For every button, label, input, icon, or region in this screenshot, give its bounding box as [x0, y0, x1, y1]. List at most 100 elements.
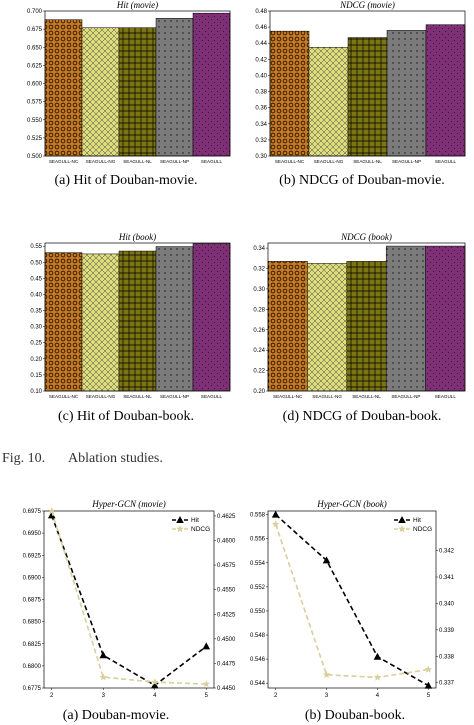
x-tick-label: 3	[102, 693, 106, 699]
y-left-tick-label: 0.6875	[23, 598, 42, 604]
y-tick-label: 0.20	[30, 357, 42, 363]
bar-seagull-nl	[347, 37, 388, 157]
y-tick-label: 0.40	[30, 292, 42, 298]
y-tick-label: 0.675	[27, 27, 43, 33]
x-tick-label: SEAGULL-NL	[352, 394, 381, 399]
x-tick-label: 5	[427, 693, 431, 699]
y-left-tick-label: 0.550	[250, 609, 266, 615]
x-tick-label: 2	[50, 693, 54, 699]
y-right-tick-label: 0.340	[439, 601, 455, 607]
bar-seagull-np	[385, 245, 426, 392]
y-tick-label: 0.48	[255, 9, 267, 15]
y-tick-label: 0.32	[253, 267, 265, 273]
bar-chart-a: SEAGULL-NC SEAGULL-NG SEAGULL-NL SEAGULL-NP…	[27, 0, 231, 188]
y-right-tick-label: 0.4500	[217, 637, 236, 643]
y-left-tick-label: 0.556	[250, 537, 266, 543]
x-tick-label: SEAGULL-NG	[312, 394, 342, 399]
y-tick-label: 0.25	[30, 341, 42, 347]
y-right-tick-label: 0.4525	[217, 612, 236, 618]
line-chart-f: 0.544 0.546 0.548 0.550 0.552 0.554 0.556 0.558…	[250, 499, 455, 723]
bar-seagull	[425, 245, 466, 392]
y-tick-label: 0.44	[255, 41, 267, 47]
bar-seagull-np	[155, 246, 194, 392]
x-tick-label: SEAGULL-NL	[353, 159, 382, 164]
y-right-tick-label: 0.4475	[217, 661, 236, 667]
y-tick-label: 0.55	[30, 244, 42, 250]
data-point-hit	[150, 681, 159, 689]
x-tick-label: 4	[153, 693, 157, 699]
y-right-tick-label: 0.4450	[217, 686, 236, 692]
x-tick-label: SEAGULL	[201, 159, 223, 164]
y-tick-label: 0.40	[255, 73, 267, 79]
y-tick-label: 0.35	[30, 309, 42, 315]
x-tick-label: SEAGULL-NP	[391, 394, 420, 399]
chart-title: Hyper-GCN (movie)	[91, 499, 166, 509]
data-point-hit	[202, 642, 211, 650]
bar-seagull-np	[386, 30, 427, 157]
plot-frame	[267, 242, 466, 392]
y-tick-label: 0.26	[253, 328, 265, 334]
y-right-tick-label: 0.4600	[217, 539, 236, 545]
plot-frame	[43, 510, 215, 689]
y-tick-label: 0.22	[253, 369, 265, 375]
bar-seagull-nl	[118, 250, 157, 392]
y-left-tick-label: 0.6825	[23, 642, 42, 648]
series-line-ndcg	[274, 523, 429, 679]
y-tick-label: 0.500	[27, 154, 43, 160]
y-tick-label: 0.550	[27, 118, 43, 124]
y-tick-label: 0.32	[255, 138, 267, 144]
bar-seagull	[425, 24, 466, 157]
y-left-tick-label: 0.548	[250, 633, 266, 639]
plot-frame	[44, 242, 231, 392]
subfigure-caption: (a) Hit of Douban-movie.	[54, 173, 197, 188]
x-tick-label: 5	[205, 693, 209, 699]
y-tick-label: 0.38	[255, 90, 267, 96]
y-left-tick-label: 0.558	[250, 513, 266, 519]
y-left-tick-label: 0.544	[250, 681, 266, 687]
series-line-hit	[275, 514, 429, 687]
y-left-tick-label: 0.6975	[23, 509, 42, 515]
x-tick-label: SEAGULL-NG	[86, 394, 116, 399]
bar-seagull-nc	[44, 252, 83, 392]
data-point-hit	[47, 511, 56, 519]
subfigure-caption: (a) Douban-movie.	[63, 708, 170, 723]
legend-label: NDCG	[191, 526, 210, 533]
plot-frame	[269, 10, 466, 157]
y-tick-label: 0.10	[30, 389, 42, 395]
data-point-hit	[373, 652, 382, 660]
line-chart-e: 0.6775 0.6800 0.6825 0.6850 0.6875 0.6900 0.69…	[23, 499, 236, 723]
bar-seagull-nc	[269, 30, 310, 157]
y-left-tick-label: 0.6775	[23, 686, 42, 692]
y-left-tick-label: 0.6850	[23, 620, 42, 626]
data-point-ndcg	[99, 673, 108, 681]
bar-seagull-ng	[81, 253, 120, 392]
plot-frame	[267, 510, 437, 689]
data-point-ndcg	[373, 673, 382, 681]
subfigure-caption: (c) Hit of Douban-book.	[58, 409, 194, 424]
x-tick-label: SEAGULL-NG	[314, 159, 344, 164]
bar-seagull-nl	[118, 27, 157, 157]
series-line-hit	[50, 515, 207, 687]
bar-seagull-ng	[81, 27, 120, 157]
chart-title: Hit (movie)	[116, 0, 158, 10]
x-tick-label: SEAGULL-NC	[49, 159, 79, 164]
y-tick-label: 0.46	[255, 25, 267, 31]
x-tick-label: SEAGULL-NP	[160, 394, 189, 399]
charts-layer: SEAGULL-NC SEAGULL-NG SEAGULL-NL SEAGULL-NP…	[23, 0, 466, 723]
bar-seagull-ng	[308, 47, 349, 157]
y-tick-label: 0.650	[27, 45, 43, 51]
data-point-ndcg	[202, 680, 211, 688]
y-right-tick-label: 0.341	[439, 575, 455, 581]
figure-caption-label: Fig. 10.	[2, 451, 45, 466]
y-tick-label: 0.700	[27, 9, 43, 15]
bar-chart-d: SEAGULL-NC SEAGULL-NG SEAGULL-NL SEAGULL-NP…	[253, 232, 466, 424]
y-tick-label: 0.30	[255, 154, 267, 160]
x-tick-label: SEAGULL-NP	[160, 159, 189, 164]
data-point-ndcg	[150, 678, 159, 686]
x-tick-label: SEAGULL-NC	[49, 394, 79, 399]
bar-seagull-nc	[44, 19, 83, 157]
y-right-tick-label: 0.4550	[217, 588, 236, 594]
y-tick-label: 0.525	[27, 136, 43, 142]
x-tick-label: 2	[274, 693, 278, 699]
subfigure-caption: (b) Douban-book.	[305, 708, 405, 723]
